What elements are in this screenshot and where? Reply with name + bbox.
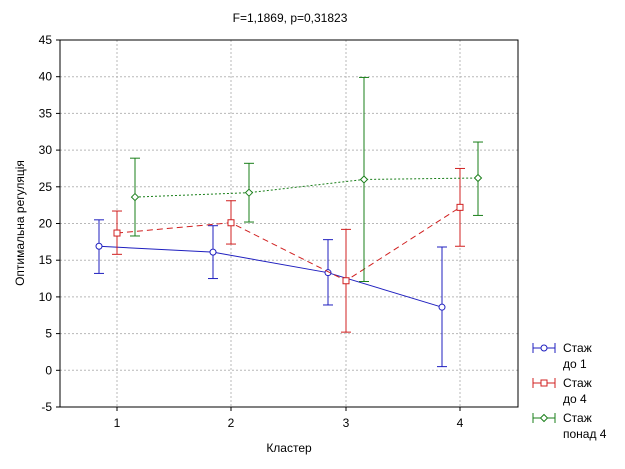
legend: Стаж до 1 Стаж до 4 Стаж понад 4 xyxy=(532,341,607,441)
legend-marker xyxy=(540,379,548,387)
legend-marker xyxy=(540,344,548,352)
y-tick-label: 25 xyxy=(39,180,53,194)
x-tick-label: 2 xyxy=(228,416,235,430)
chart-title: F=1,1869, p=0,31823 xyxy=(233,11,348,25)
data-point xyxy=(456,203,464,211)
x-axis-label: Кластер xyxy=(266,441,312,455)
x-axis: 1 2 3 4 xyxy=(114,407,464,430)
data-point xyxy=(359,175,369,184)
data-point xyxy=(438,303,446,311)
y-axis: -5 0 5 10 15 20 25 30 35 40 45 xyxy=(39,33,60,414)
legend-label: до 4 xyxy=(563,392,587,406)
series-group xyxy=(94,76,483,368)
data-point xyxy=(473,173,483,183)
legend-label: Стаж xyxy=(563,376,592,390)
data-point xyxy=(113,229,121,237)
legend-item-1: Стаж до 1 xyxy=(532,341,592,371)
data-point xyxy=(209,248,217,256)
data-point xyxy=(227,219,235,227)
series-line xyxy=(134,177,479,198)
legend-symbol xyxy=(532,378,556,388)
x-tick-label: 4 xyxy=(457,416,464,430)
legend-item-2: Стаж до 4 xyxy=(532,376,592,406)
y-tick-label: 45 xyxy=(39,33,53,47)
legend-label: до 1 xyxy=(563,357,587,371)
legend-label: Стаж xyxy=(563,341,592,355)
y-tick-label: 30 xyxy=(39,143,53,157)
series-1 xyxy=(94,219,447,368)
y-axis-label: Оптимальна регуляція xyxy=(13,160,27,286)
data-point xyxy=(95,242,103,250)
x-tick-label: 3 xyxy=(343,416,350,430)
y-tick-label: 20 xyxy=(39,217,53,231)
series-3 xyxy=(130,76,483,282)
y-tick-label: 0 xyxy=(45,363,52,377)
y-tick-label: 40 xyxy=(39,70,53,84)
legend-symbol xyxy=(532,343,556,353)
legend-item-3: Стаж понад 4 xyxy=(532,411,607,441)
y-tick-label: 35 xyxy=(39,106,53,120)
y-tick-label: -5 xyxy=(41,400,52,414)
legend-label: понад 4 xyxy=(563,427,607,441)
data-point xyxy=(244,188,254,197)
legend-label: Стаж xyxy=(563,411,592,425)
legend-symbol xyxy=(532,413,556,423)
x-tick-label: 1 xyxy=(114,416,121,430)
data-point xyxy=(130,192,140,202)
series-2 xyxy=(112,167,465,333)
y-tick-label: 5 xyxy=(45,327,52,341)
series-line xyxy=(98,245,443,308)
legend-marker xyxy=(539,413,549,423)
series-line xyxy=(116,206,461,282)
y-tick-label: 15 xyxy=(39,253,53,267)
grid xyxy=(60,40,518,407)
y-tick-label: 10 xyxy=(39,290,53,304)
data-point xyxy=(342,277,350,285)
